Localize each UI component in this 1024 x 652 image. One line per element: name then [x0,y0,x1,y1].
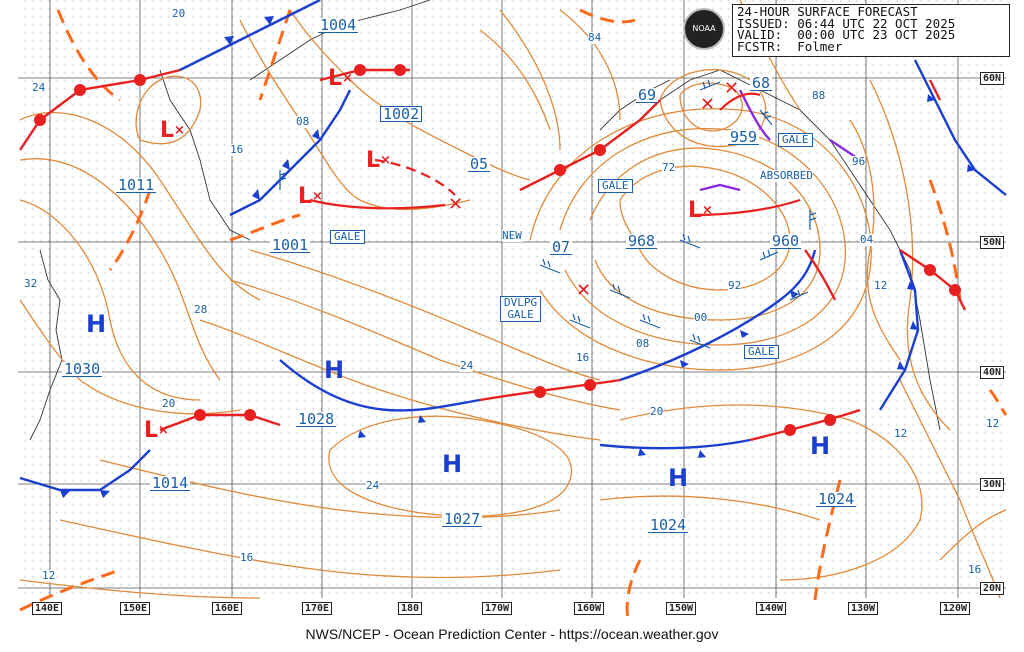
cold-front-triangles [60,16,975,498]
low-position-x-icon: ✕ [700,94,716,115]
isobar-label: 12 [986,417,1000,430]
wind-barbs [279,79,817,349]
isobar-label: 84 [588,31,602,44]
pressure-label: 1004 [318,16,359,34]
lon-label: 180 [398,602,423,615]
low-pressure-symbol: L× [144,418,169,443]
footer-credit: NWS/NCEP - Ocean Prediction Center - htt… [305,626,719,642]
high-pressure-symbol: H [324,356,345,384]
isobar-label: 88 [812,89,826,102]
isobar-label: 08 [296,115,310,128]
isobar-label: 16 [576,351,590,364]
lon-label: 120W [940,602,971,615]
isobar-label: 16 [968,563,982,576]
header-valid: VALID: 00:00 UTC 23 OCT 2025 [737,27,956,42]
header-issued: ISSUED: 06:44 UTC 22 OCT 2025 [737,15,956,31]
pressure-label: 07 [550,238,573,256]
pressure-label: 960 [770,232,802,250]
isobar-label: 92 [728,279,742,292]
isobar-label: 00 [694,311,708,324]
isobar-label: 16 [240,551,254,564]
gale-label: GALE [598,179,633,193]
header-title: 24-HOUR SURFACE FORECAST [737,4,918,19]
isobar-label: 20 [650,405,664,418]
isobar-label: 20 [162,397,176,410]
low-tracks [309,92,801,217]
lon-label: 170W [482,602,513,615]
isobar-label: 20 [172,7,186,20]
header-forecaster: FCSTR: Folmer [737,38,843,54]
lon-label: 150W [666,602,697,615]
isobar-label: 72 [662,161,676,174]
pressure-label: 1014 [150,474,191,492]
pressure-label: 959 [728,128,760,146]
low-position-x-icon: ✕ [576,280,592,301]
gale-label: GALE [778,133,813,147]
lon-label: 140W [756,602,787,615]
pressure-label: 1011 [116,176,157,194]
warm-front-semicircles [34,64,961,436]
forecast-header: 24-HOUR SURFACE FORECAST ISSUED: 06:44 U… [732,4,1010,57]
lon-label: 160E [212,602,243,615]
high-pressure-symbol: H [86,310,107,338]
pressure-label: 1027 [442,510,483,528]
high-pressure-symbol: H [668,464,689,492]
developing-gale-label: DVLPG GALE [500,296,542,322]
lat-label: 50N [979,236,1004,249]
high-pressure-symbol: H [442,450,463,478]
low-pressure-symbol: L× [160,118,185,143]
isobar-label: 96 [852,155,866,168]
new-label: NEW [502,229,522,242]
gale-label: GALE [330,230,365,244]
low-pressure-symbol: L× [328,66,353,91]
pressure-label: 05 [468,155,491,173]
pressure-label: 1028 [296,410,337,428]
isobar-label: 12 [894,427,908,440]
absorbed-label: ABSORBED [760,169,813,182]
high-pressure-symbol: H [810,432,831,460]
lon-label: 160W [574,602,605,615]
lon-label: 170E [302,602,333,615]
low-pressure-symbol: L× [688,198,713,223]
pressure-label: 1030 [62,360,103,378]
lat-label: 60N [979,72,1004,85]
isobar-label: 28 [194,303,208,316]
noaa-logo: NOAA [683,8,725,50]
pressure-label: 1024 [648,516,689,534]
isobar-label: 04 [860,233,874,246]
isobar-label: 24 [32,81,46,94]
lat-label: 20N [979,582,1004,595]
low-position-x-icon: ✕ [724,78,740,99]
isobar-label: 12 [42,569,56,582]
lon-label: 130W [848,602,879,615]
isobar-label: 16 [230,143,244,156]
pressure-label: 1001 [270,236,311,254]
isobar-label: 24 [366,479,380,492]
pressure-label: 68 [750,74,773,92]
low-position-x-icon: ✕ [448,194,464,215]
pressure-label: 968 [626,232,658,250]
gale-label: GALE [744,345,779,359]
isobar-label: 32 [24,277,38,290]
lat-label: 40N [979,366,1004,379]
pressure-label: 69 [636,86,659,104]
isobars [19,0,1007,599]
isobar-label: 12 [874,279,888,292]
isobar-label: 08 [636,337,650,350]
lon-label: 150E [120,602,151,615]
isobar-label: 24 [460,359,474,372]
lat-label: 30N [979,478,1004,491]
low-pressure-symbol: L× [298,184,323,209]
pressure-label: 1002 [380,106,423,122]
pressure-label: 1024 [816,490,857,508]
lon-label: 140E [32,602,63,615]
low-pressure-symbol: L× [366,148,391,173]
